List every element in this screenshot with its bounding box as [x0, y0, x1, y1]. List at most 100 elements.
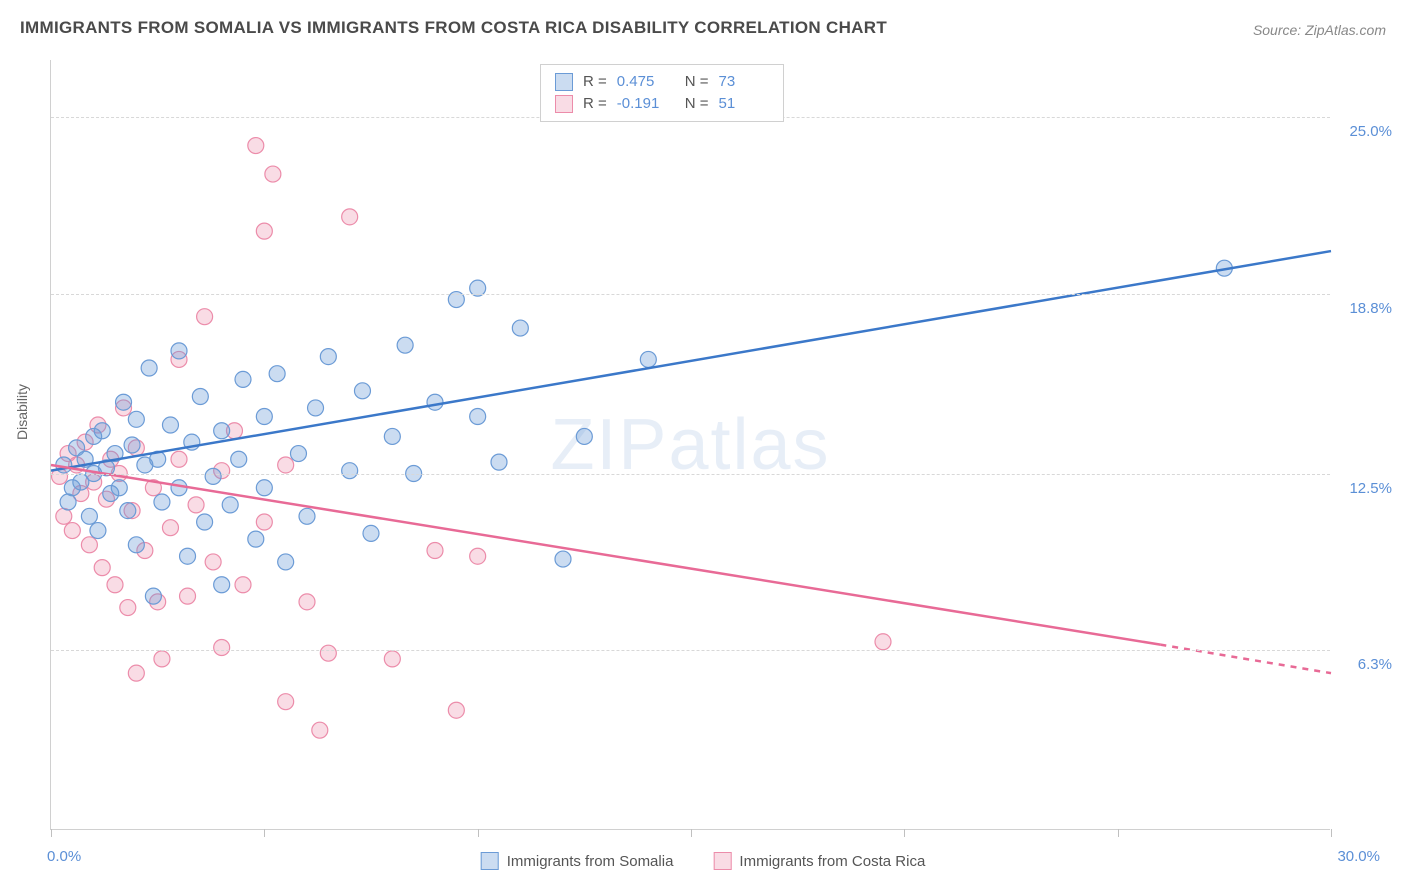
legend-item: Immigrants from Costa Rica	[713, 852, 925, 870]
point-costa-rica	[171, 451, 187, 467]
legend-label: Immigrants from Somalia	[507, 853, 674, 870]
point-somalia	[299, 508, 315, 524]
point-costa-rica	[162, 520, 178, 536]
point-costa-rica	[256, 514, 272, 530]
point-costa-rica	[94, 560, 110, 576]
point-costa-rica	[448, 702, 464, 718]
point-somalia	[81, 508, 97, 524]
point-somalia	[180, 548, 196, 564]
gridline	[51, 474, 1330, 475]
point-somalia	[308, 400, 324, 416]
point-somalia	[256, 408, 272, 424]
point-somalia	[154, 494, 170, 510]
point-costa-rica	[188, 497, 204, 513]
point-costa-rica	[214, 639, 230, 655]
point-somalia	[192, 389, 208, 405]
x-tick	[691, 829, 692, 837]
point-somalia	[231, 451, 247, 467]
point-costa-rica	[81, 537, 97, 553]
point-costa-rica	[180, 588, 196, 604]
legend-label: Immigrants from Costa Rica	[739, 853, 925, 870]
point-somalia	[320, 349, 336, 365]
chart-title: IMMIGRANTS FROM SOMALIA VS IMMIGRANTS FR…	[20, 18, 887, 38]
point-costa-rica	[197, 309, 213, 325]
x-min-label: 0.0%	[47, 848, 81, 865]
point-somalia	[197, 514, 213, 530]
point-costa-rica	[875, 634, 891, 650]
point-costa-rica	[64, 523, 80, 539]
x-max-label: 30.0%	[1337, 848, 1380, 865]
legend-item: Immigrants from Somalia	[481, 852, 674, 870]
y-tick-label: 25.0%	[1349, 123, 1392, 140]
n-value: 73	[719, 71, 769, 93]
point-costa-rica	[427, 543, 443, 559]
r-label: R =	[583, 71, 607, 93]
legend-swatch	[481, 852, 499, 870]
point-somalia	[555, 551, 571, 567]
point-somalia	[512, 320, 528, 336]
gridline	[51, 650, 1330, 651]
point-somalia	[141, 360, 157, 376]
y-tick-label: 6.3%	[1358, 656, 1392, 673]
r-label: R =	[583, 93, 607, 115]
point-somalia	[111, 480, 127, 496]
point-somalia	[128, 537, 144, 553]
legend-stat-row: R =-0.191N =51	[555, 93, 769, 115]
point-somalia	[256, 480, 272, 496]
legend-swatch	[555, 73, 573, 91]
point-somalia	[205, 468, 221, 484]
n-value: 51	[719, 93, 769, 115]
point-somalia	[491, 454, 507, 470]
point-costa-rica	[384, 651, 400, 667]
legend-correlation-box: R =0.475N =73R =-0.191N =51	[540, 64, 784, 122]
point-costa-rica	[120, 600, 136, 616]
point-somalia	[162, 417, 178, 433]
point-costa-rica	[205, 554, 221, 570]
point-somalia	[290, 446, 306, 462]
point-somalia	[248, 531, 264, 547]
gridline	[51, 294, 1330, 295]
source-attribution: Source: ZipAtlas.com	[1253, 22, 1386, 38]
y-tick-label: 12.5%	[1349, 480, 1392, 497]
point-somalia	[60, 494, 76, 510]
point-somalia	[235, 371, 251, 387]
legend-swatch	[713, 852, 731, 870]
legend-swatch	[555, 95, 573, 113]
point-somalia	[427, 394, 443, 410]
point-costa-rica	[470, 548, 486, 564]
point-costa-rica	[154, 651, 170, 667]
point-somalia	[384, 428, 400, 444]
point-somalia	[470, 408, 486, 424]
legend-series: Immigrants from Somalia Immigrants from C…	[481, 852, 926, 870]
point-somalia	[124, 437, 140, 453]
point-costa-rica	[299, 594, 315, 610]
point-somalia	[397, 337, 413, 353]
point-somalia	[90, 523, 106, 539]
trendline-somalia	[51, 251, 1331, 471]
x-tick	[51, 829, 52, 837]
point-somalia	[214, 423, 230, 439]
point-costa-rica	[312, 722, 328, 738]
legend-stat-row: R =0.475N =73	[555, 71, 769, 93]
n-label: N =	[685, 93, 709, 115]
point-somalia	[171, 343, 187, 359]
point-costa-rica	[320, 645, 336, 661]
point-costa-rica	[56, 508, 72, 524]
point-costa-rica	[342, 209, 358, 225]
point-somalia	[640, 351, 656, 367]
point-costa-rica	[256, 223, 272, 239]
x-tick	[904, 829, 905, 837]
plot-area: ZIPatlas 6.3%12.5%18.8%25.0%0.0%30.0%	[50, 60, 1330, 830]
x-tick	[264, 829, 265, 837]
point-somalia	[222, 497, 238, 513]
point-somalia	[278, 554, 294, 570]
point-somalia	[363, 525, 379, 541]
point-costa-rica	[107, 577, 123, 593]
trendline-costa-rica-dashed	[1160, 645, 1331, 674]
point-somalia	[354, 383, 370, 399]
x-tick	[1331, 829, 1332, 837]
point-costa-rica	[278, 457, 294, 473]
point-somalia	[214, 577, 230, 593]
point-somalia	[94, 423, 110, 439]
x-tick	[1118, 829, 1119, 837]
